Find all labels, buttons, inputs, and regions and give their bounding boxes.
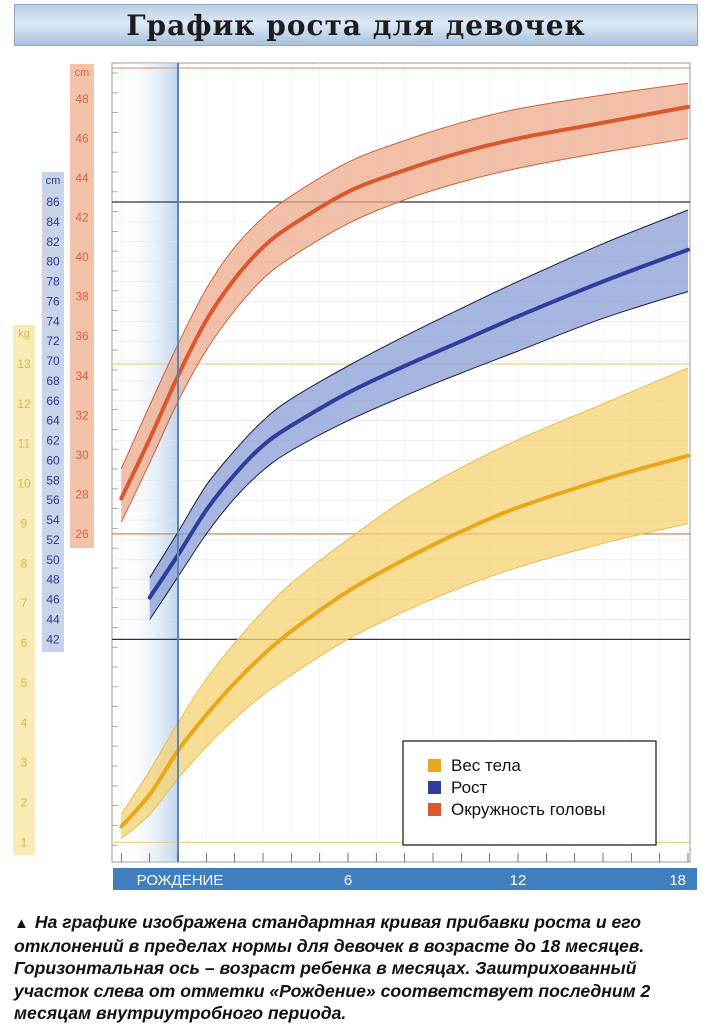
caption: ▲ На графике изображена стандартная крива… <box>14 911 714 1024</box>
height-tick-label: 80 <box>46 255 60 269</box>
height-tick-label: 62 <box>46 434 60 448</box>
legend-box <box>402 740 657 846</box>
weight-tick-label: 4 <box>21 716 28 730</box>
height-tick-label: 52 <box>46 533 60 547</box>
head-axis-strip <box>70 64 94 548</box>
growth-chart: kg13121110987654321cm8684828078767472706… <box>13 62 697 890</box>
weight-unit-label: kg <box>18 328 30 340</box>
legend-label: Рост <box>451 778 488 797</box>
legend-swatch <box>428 759 441 772</box>
height-tick-label: 84 <box>46 215 60 229</box>
height-band <box>149 210 688 620</box>
x-tick-label: 18 <box>669 872 686 889</box>
height-tick-label: 50 <box>46 553 60 567</box>
height-tick-label: 44 <box>46 612 60 626</box>
height-tick-label: 66 <box>46 394 60 408</box>
height-tick-label: 54 <box>46 513 60 527</box>
height-tick-label: 68 <box>46 374 60 388</box>
height-tick-label: 60 <box>46 453 60 467</box>
weight-tick-label: 1 <box>21 835 28 849</box>
height-tick-label: 58 <box>46 473 60 487</box>
weight-tick-label: 6 <box>21 636 28 650</box>
height-tick-label: 86 <box>46 195 60 209</box>
height-tick-label: 82 <box>46 235 60 249</box>
height-unit-label: cm <box>46 175 61 187</box>
triangle-icon: ▲ <box>14 915 29 932</box>
weight-band <box>121 368 689 839</box>
x-axis-bar <box>113 868 697 890</box>
weight-tick-label: 13 <box>17 357 31 371</box>
height-tick-label: 56 <box>46 493 60 507</box>
height-tick-label: 64 <box>46 414 60 428</box>
head-tick-label: 34 <box>75 369 89 383</box>
weight-tick-label: 8 <box>21 556 28 570</box>
x-tick-label: РОЖДЕНИЕ <box>137 872 224 889</box>
head-tick-label: 40 <box>75 250 89 264</box>
weight-tick-label: 5 <box>21 676 28 690</box>
head-tick-label: 44 <box>75 171 89 185</box>
chart-title: График роста для девочек <box>126 8 586 42</box>
weight-tick-label: 3 <box>21 756 28 770</box>
head-tick-label: 30 <box>75 448 89 462</box>
head-tick-label: 32 <box>75 408 89 422</box>
legend-label: Вес тела <box>451 756 521 775</box>
head-tick-label: 48 <box>75 92 89 106</box>
head-tick-label: 38 <box>75 290 89 304</box>
height-lower-line <box>149 291 689 620</box>
height-median-line <box>147 247 690 600</box>
head-tick-label: 26 <box>75 527 89 541</box>
head-tick-label: 46 <box>75 132 89 146</box>
height-upper-line <box>149 209 689 578</box>
head-tick-label: 28 <box>75 487 89 501</box>
head-tick-label: 42 <box>75 211 89 225</box>
height-tick-label: 42 <box>46 632 60 646</box>
weight-tick-label: 10 <box>17 477 31 491</box>
x-tick-label: 6 <box>344 872 352 889</box>
weight-tick-label: 12 <box>17 397 31 411</box>
height-tick-label: 78 <box>46 275 60 289</box>
weight-tick-label: 2 <box>21 796 28 810</box>
head-tick-label: 36 <box>75 329 89 343</box>
legend-swatch <box>428 781 441 794</box>
weight-tick-label: 7 <box>21 596 28 610</box>
height-tick-label: 74 <box>46 314 60 328</box>
x-tick-label: 12 <box>510 872 527 889</box>
weight-tick-label: 9 <box>21 516 28 530</box>
legend-label: Окружность головы <box>451 800 605 819</box>
legend-swatch <box>428 803 441 816</box>
height-axis-strip <box>42 172 64 652</box>
weight-axis-strip <box>13 325 35 855</box>
height-tick-label: 70 <box>46 354 60 368</box>
height-tick-label: 46 <box>46 593 60 607</box>
head-unit-label: cm <box>75 67 90 79</box>
height-tick-label: 76 <box>46 294 60 308</box>
title-banner: График роста для девочек <box>14 4 698 46</box>
weight-tick-label: 11 <box>18 437 31 451</box>
height-tick-label: 72 <box>46 334 60 348</box>
caption-text: На графике изображена стандартная кривая… <box>14 912 651 1023</box>
height-tick-label: 48 <box>46 573 60 587</box>
